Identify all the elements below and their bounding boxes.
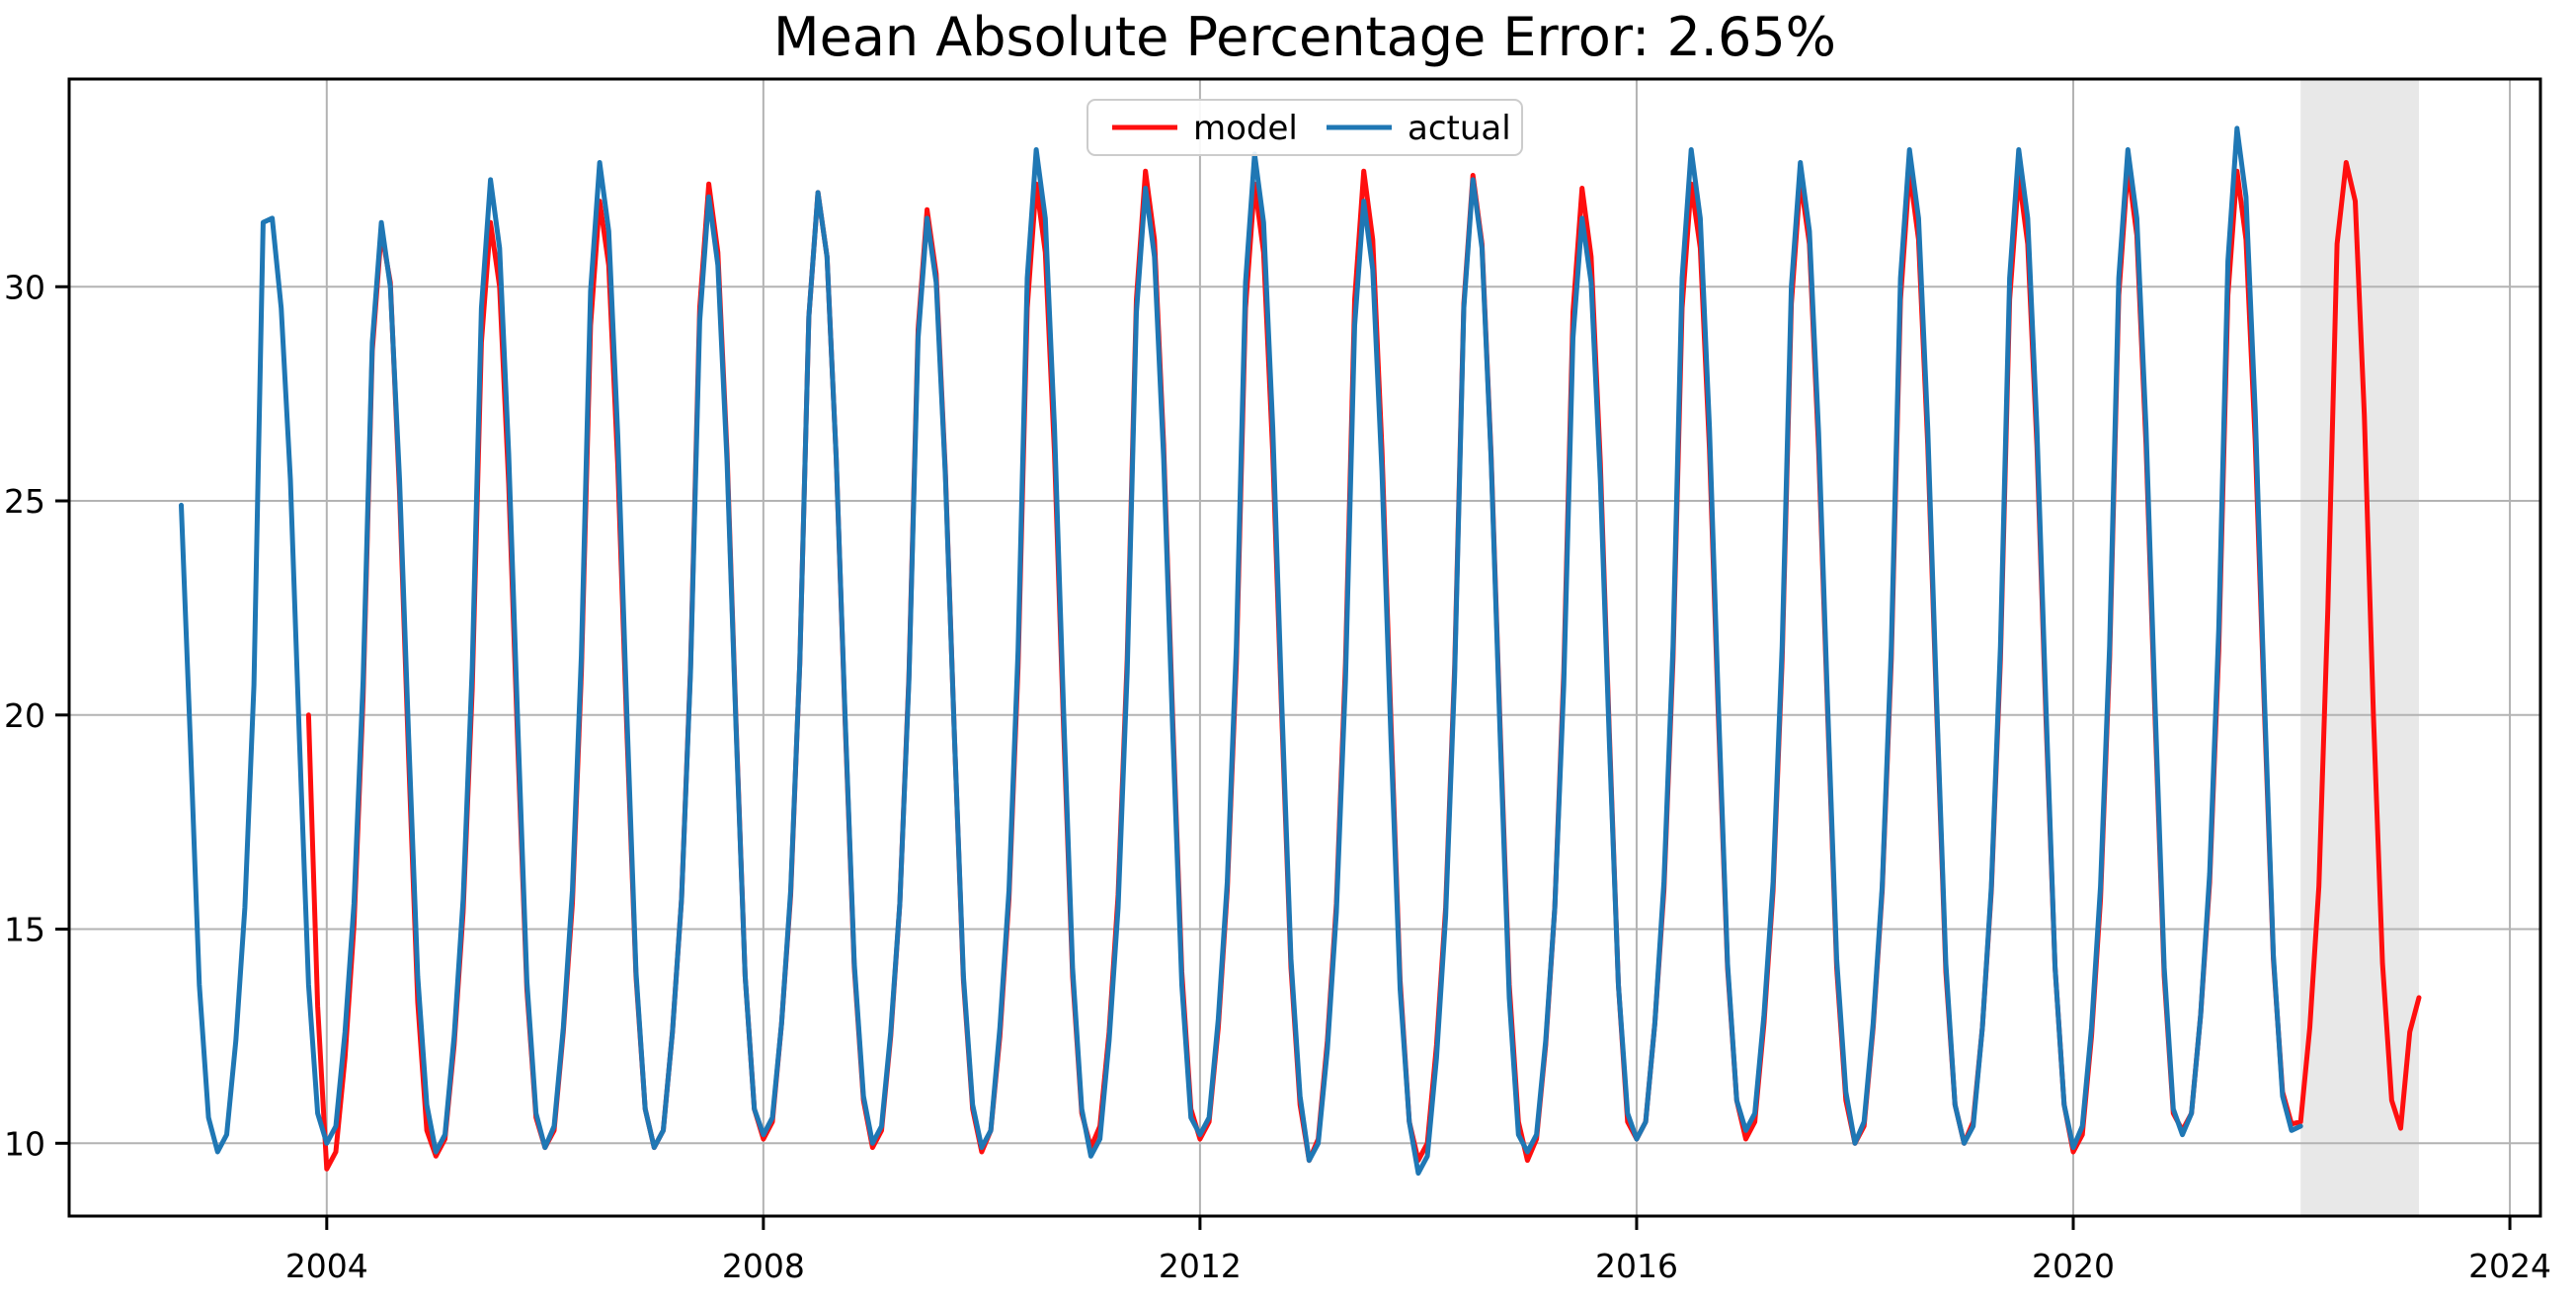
tick-marks	[55, 285, 2512, 1230]
x-tick-label: 2020	[2032, 1247, 2115, 1285]
legend-label-model: model	[1193, 109, 1298, 148]
y-tick-label: 15	[4, 911, 45, 949]
plot-border	[67, 77, 2542, 1218]
x-tick-label: 2016	[1595, 1247, 1678, 1285]
y-tick-label: 25	[4, 482, 45, 521]
actual-line	[179, 125, 2303, 1177]
x-tick-label: 2008	[722, 1247, 805, 1285]
y-tick-label: 20	[4, 696, 45, 735]
forecast-shaded-region	[2300, 79, 2419, 1216]
gridlines	[69, 79, 2540, 1216]
y-tick-label: 30	[4, 268, 45, 306]
legend: model actual	[1087, 99, 1523, 156]
x-tick-label: 2024	[2468, 1247, 2551, 1285]
legend-label-actual: actual	[1408, 109, 1511, 148]
legend-box	[1087, 99, 1523, 156]
y-tick-label: 10	[4, 1124, 45, 1163]
chart-title: Mean Absolute Percentage Error: 2.65%	[773, 6, 1836, 68]
x-tick-label: 2012	[1159, 1247, 1242, 1285]
x-tick-label: 2004	[285, 1247, 368, 1285]
